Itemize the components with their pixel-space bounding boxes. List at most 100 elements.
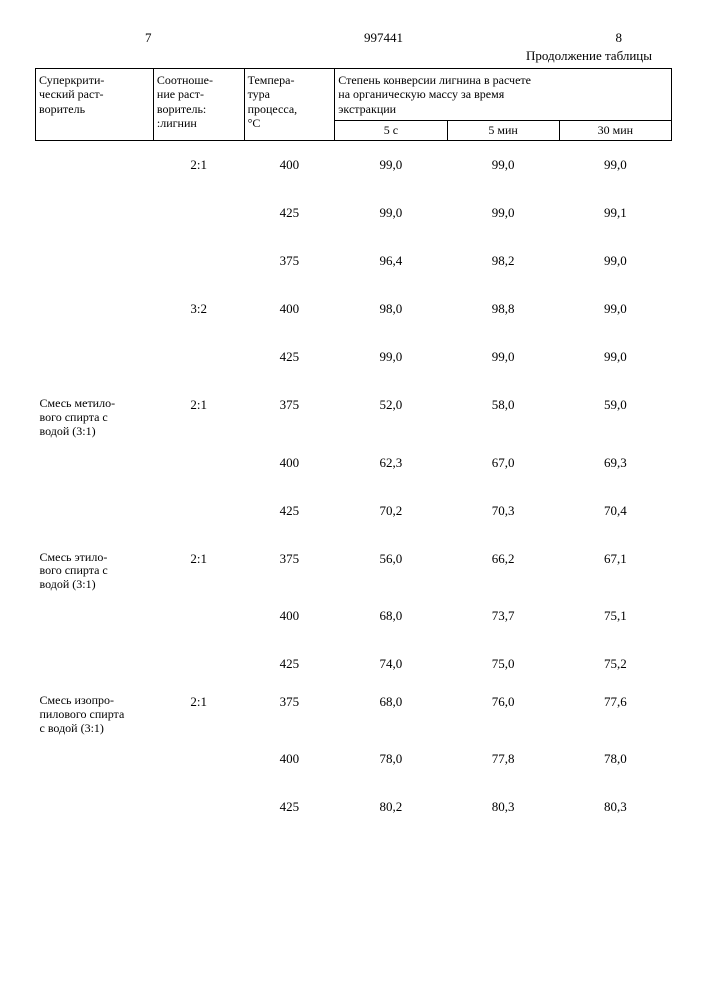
table-row: Смесь изопро-пилового спиртас водой (3:1… [36,688,672,735]
cell-c5: 99,0 [559,333,671,381]
cell-c3: 56,0 [335,535,447,592]
cell-c0 [36,189,154,237]
cell-c1 [153,333,244,381]
col-conversion: Степень конверсии лигнина в расчетена ор… [335,69,672,121]
cell-c0 [36,487,154,535]
col-5min: 5 мин [447,121,559,141]
cell-c1 [153,189,244,237]
table-row: 40068,073,775,1 [36,592,672,640]
cell-c5: 70,4 [559,487,671,535]
cell-c4: 73,7 [447,592,559,640]
cell-c5: 75,1 [559,592,671,640]
cell-c0 [36,735,154,783]
cell-c2: 375 [244,688,335,735]
page-num-left: 7 [145,30,152,46]
cell-c2: 425 [244,783,335,831]
cell-c5: 99,0 [559,237,671,285]
page-header: 7 997441 8 [35,30,672,46]
cell-c2: 425 [244,333,335,381]
table-row: 42574,075,075,2 [36,640,672,688]
cell-c4: 58,0 [447,381,559,438]
cell-c1 [153,592,244,640]
cell-c4: 98,8 [447,285,559,333]
cell-c4: 99,0 [447,333,559,381]
table-row: 3:240098,098,899,0 [36,285,672,333]
cell-c1 [153,735,244,783]
page-num-right: 8 [616,30,623,46]
col-solvent: Суперкрити-ческий раст-воритель [36,69,154,141]
header-row: Суперкрити-ческий раст-воритель Соотноше… [36,69,672,121]
cell-c3: 99,0 [335,141,447,190]
cell-c4: 75,0 [447,640,559,688]
cell-c0 [36,141,154,190]
cell-c2: 375 [244,381,335,438]
cell-c2: 400 [244,735,335,783]
cell-c3: 68,0 [335,592,447,640]
table-row: 2:140099,099,099,0 [36,141,672,190]
cell-c0: Смесь изопро-пилового спиртас водой (3:1… [36,688,154,735]
cell-c5: 67,1 [559,535,671,592]
cell-c4: 99,0 [447,141,559,190]
cell-c3: 70,2 [335,487,447,535]
cell-c3: 68,0 [335,688,447,735]
cell-c0: Смесь этило-вого спирта сводой (3:1) [36,535,154,592]
cell-c4: 76,0 [447,688,559,735]
cell-c3: 52,0 [335,381,447,438]
cell-c3: 99,0 [335,189,447,237]
cell-c4: 66,2 [447,535,559,592]
cell-c4: 99,0 [447,189,559,237]
cell-c2: 400 [244,285,335,333]
cell-c4: 70,3 [447,487,559,535]
table-row: 42580,280,380,3 [36,783,672,831]
cell-c0 [36,333,154,381]
cell-c5: 99,0 [559,141,671,190]
cell-c3: 96,4 [335,237,447,285]
col-5s: 5 с [335,121,447,141]
cell-c4: 80,3 [447,783,559,831]
cell-c2: 375 [244,237,335,285]
cell-c3: 62,3 [335,439,447,487]
cell-c0 [36,439,154,487]
table-row: 40062,367,069,3 [36,439,672,487]
table-row: 40078,077,878,0 [36,735,672,783]
cell-c1 [153,237,244,285]
table-row: 42599,099,099,1 [36,189,672,237]
cell-c3: 99,0 [335,333,447,381]
doc-number: 997441 [364,30,403,46]
col-temp: Темпера-турапроцесса,°C [244,69,335,141]
cell-c5: 77,6 [559,688,671,735]
cell-c2: 425 [244,189,335,237]
cell-c3: 98,0 [335,285,447,333]
cell-c1: 2:1 [153,141,244,190]
cell-c0 [36,237,154,285]
cell-c5: 59,0 [559,381,671,438]
col-ratio: Соотноше-ние раст-воритель::лигнин [153,69,244,141]
cell-c3: 80,2 [335,783,447,831]
cell-c1 [153,783,244,831]
table-row: 42570,270,370,4 [36,487,672,535]
cell-c5: 69,3 [559,439,671,487]
cell-c3: 74,0 [335,640,447,688]
table-row: 42599,099,099,0 [36,333,672,381]
cell-c0 [36,783,154,831]
cell-c3: 78,0 [335,735,447,783]
cell-c4: 77,8 [447,735,559,783]
cell-c2: 425 [244,487,335,535]
table-row: Смесь этило-вого спирта сводой (3:1)2:13… [36,535,672,592]
cell-c2: 400 [244,592,335,640]
data-table: Суперкрити-ческий раст-воритель Соотноше… [35,68,672,831]
cell-c5: 99,0 [559,285,671,333]
table-row: Смесь метило-вого спирта сводой (3:1)2:1… [36,381,672,438]
cell-c1 [153,640,244,688]
cell-c0 [36,592,154,640]
cell-c5: 78,0 [559,735,671,783]
cell-c0: Смесь метило-вого спирта сводой (3:1) [36,381,154,438]
cell-c1: 3:2 [153,285,244,333]
cell-c1: 2:1 [153,535,244,592]
cell-c1: 2:1 [153,381,244,438]
cell-c0 [36,640,154,688]
cell-c2: 400 [244,141,335,190]
cell-c4: 98,2 [447,237,559,285]
cell-c2: 400 [244,439,335,487]
cell-c2: 425 [244,640,335,688]
